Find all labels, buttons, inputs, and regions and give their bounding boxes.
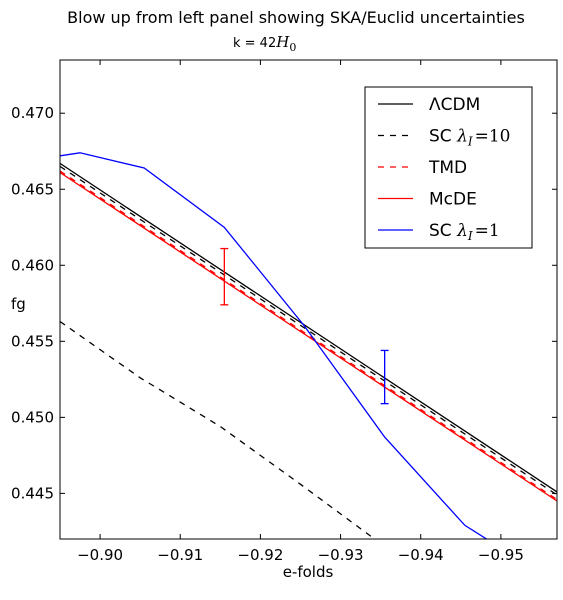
error-bar-2 bbox=[380, 349, 389, 405]
y-tick-label: 0.445 bbox=[11, 484, 54, 502]
chart-subtitle: k = 42H0 bbox=[233, 33, 296, 54]
legend: ΛCDM SC λI =10 TMD McDE SC λI =1 bbox=[364, 86, 533, 249]
x-tick-label: −0.94 bbox=[398, 546, 444, 564]
legend-label-mcde: McDE bbox=[429, 190, 477, 210]
y-tick-label: 0.465 bbox=[11, 180, 54, 198]
x-tick-label: −0.95 bbox=[478, 546, 524, 564]
x-tick-label: −0.90 bbox=[77, 546, 123, 564]
plot-frame bbox=[59, 59, 558, 540]
subtitle-math: H bbox=[275, 33, 290, 51]
y-tick-label: 0.455 bbox=[11, 332, 54, 350]
y-tick-label: 0.470 bbox=[11, 104, 54, 122]
y-tick-label: 0.460 bbox=[11, 256, 54, 274]
x-axis-label: e-folds bbox=[283, 563, 334, 581]
y-tick-label: 0.450 bbox=[11, 408, 54, 426]
x-tick-label: −0.92 bbox=[237, 546, 283, 564]
subtitle-subscript: 0 bbox=[289, 41, 296, 54]
series-line-sc1 bbox=[60, 152, 488, 539]
series-line-sc10 bbox=[60, 165, 557, 496]
chart-title: Blow up from left panel showing SKA/Eucl… bbox=[67, 8, 525, 27]
subtitle-prefix: k = 42 bbox=[233, 36, 276, 51]
axis-ticks: −0.90 −0.91 −0.92 −0.93 −0.94 −0.95 0.445 0.450… bbox=[11, 60, 557, 564]
error-bar-1 bbox=[220, 247, 229, 306]
y-axis-label: fg bbox=[11, 295, 26, 313]
x-tick-label: −0.93 bbox=[318, 546, 364, 564]
series-line-sc10_low bbox=[60, 320, 376, 539]
legend-label-sc1: SC λI =1 bbox=[429, 221, 500, 243]
legend-label-lcdm: ΛCDM bbox=[429, 95, 480, 115]
legend-label-tmd: TMD bbox=[428, 158, 467, 178]
plot-area bbox=[60, 152, 557, 539]
series-line-tmd bbox=[60, 170, 557, 501]
series-line-mcde bbox=[60, 171, 557, 502]
series-line-lcdm bbox=[60, 162, 557, 493]
x-tick-label: −0.91 bbox=[157, 546, 203, 564]
legend-label-sc10: SC λI =10 bbox=[429, 127, 511, 149]
